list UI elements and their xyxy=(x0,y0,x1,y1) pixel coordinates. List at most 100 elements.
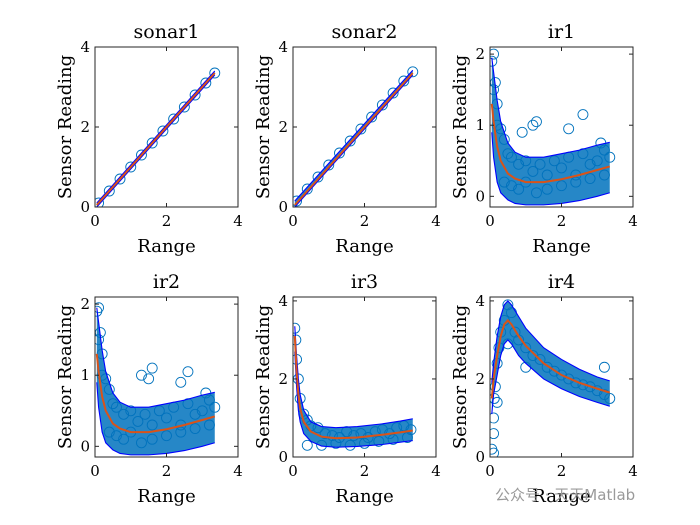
data-point xyxy=(527,350,539,361)
subplot-ir3: 0 2 4 0 2 4 ir3 Range Sensor Reading xyxy=(253,271,441,507)
x-tick-label: 2 xyxy=(557,212,567,230)
scatter-band xyxy=(491,300,610,415)
data-point xyxy=(509,326,521,338)
data-point xyxy=(132,415,144,427)
data-point xyxy=(182,366,194,378)
data-point xyxy=(498,133,510,145)
x-tick-label: 0 xyxy=(288,212,298,230)
plot-area xyxy=(95,302,221,456)
data-point xyxy=(323,159,335,171)
upper-bound-line xyxy=(294,326,413,429)
data-point xyxy=(591,155,603,167)
y-tick-label: 0 xyxy=(475,448,485,466)
data-point xyxy=(136,369,147,381)
x-tick-label: 0 xyxy=(485,462,495,480)
plot-area xyxy=(95,67,221,207)
lower-bound-line xyxy=(96,382,215,456)
data-point xyxy=(495,123,507,135)
data-point xyxy=(355,428,367,440)
data-point xyxy=(506,151,517,163)
data-point xyxy=(203,419,215,431)
data-point xyxy=(598,361,610,373)
data-point xyxy=(178,101,190,113)
plot-area xyxy=(490,299,616,457)
data-point xyxy=(348,430,360,441)
data-point xyxy=(490,55,498,67)
data-point xyxy=(139,408,151,420)
data-point xyxy=(520,155,532,167)
x-axis-label: Range xyxy=(532,486,590,507)
mean-line xyxy=(294,72,414,206)
data-point xyxy=(103,426,115,438)
data-point xyxy=(556,162,567,174)
y-axis-label: Sensor Reading xyxy=(253,305,274,449)
x-tick-label: 2 xyxy=(557,462,567,480)
data-point xyxy=(502,338,514,350)
data-point xyxy=(584,381,596,393)
upper-bound-line xyxy=(491,300,610,383)
data-point xyxy=(143,373,155,385)
data-point xyxy=(577,109,589,121)
plot-area xyxy=(490,48,616,206)
data-point xyxy=(387,433,399,445)
data-point xyxy=(520,342,532,354)
data-point xyxy=(369,426,381,438)
data-point xyxy=(125,405,137,417)
x-tick-label: 4 xyxy=(628,462,638,480)
data-point xyxy=(498,176,510,188)
data-point xyxy=(527,165,539,177)
data-point xyxy=(355,123,367,135)
y-tick-label: 4 xyxy=(80,38,90,56)
data-point xyxy=(563,373,575,385)
data-point xyxy=(301,183,313,195)
data-point xyxy=(344,135,356,147)
data-point xyxy=(556,369,567,381)
lower-bound-line xyxy=(491,339,610,415)
data-point xyxy=(491,396,503,408)
data-point xyxy=(531,187,542,199)
data-point xyxy=(604,393,616,404)
subplot-ir2: 0 2 4 0 1 2 ir2 Range Sensor Reading xyxy=(55,271,243,507)
lower-bound-line xyxy=(491,132,610,206)
y-tick-label: 4 xyxy=(475,292,485,310)
data-point xyxy=(146,433,158,445)
x-axis-label: Range xyxy=(532,236,590,257)
data-point xyxy=(189,408,201,420)
x-axis-label: Range xyxy=(137,486,195,507)
subplot-title: sonar1 xyxy=(134,21,200,43)
x-tick-label: 4 xyxy=(628,212,638,230)
data-point xyxy=(95,334,105,346)
data-point xyxy=(203,394,215,406)
data-point xyxy=(534,158,546,170)
data-point xyxy=(114,173,126,185)
y-tick-label: 0 xyxy=(80,437,90,455)
data-point xyxy=(103,383,115,395)
data-point xyxy=(502,299,514,311)
data-point xyxy=(490,447,500,457)
data-point xyxy=(506,180,517,192)
y-axis-label: Sensor Reading xyxy=(450,305,471,449)
subplot-title: ir2 xyxy=(153,271,180,293)
data-point xyxy=(146,137,158,149)
plot-area xyxy=(293,322,417,451)
y-tick-label: 2 xyxy=(80,118,90,136)
subplot-ir4: 0 2 4 0 2 4 ir4 Range Sensor Reading xyxy=(450,271,638,507)
mean-line xyxy=(293,335,413,440)
data-point xyxy=(513,158,525,170)
data-point xyxy=(401,432,413,443)
data-point xyxy=(541,361,553,373)
data-point xyxy=(110,430,122,442)
x-tick-label: 2 xyxy=(162,462,172,480)
data-point xyxy=(118,433,130,445)
data-point xyxy=(405,424,417,436)
data-point xyxy=(136,149,147,161)
upper-bound-line xyxy=(294,69,414,202)
y-axis-label: Sensor Reading xyxy=(55,305,76,449)
data-point xyxy=(334,147,345,159)
data-point xyxy=(312,422,324,434)
data-point xyxy=(376,99,388,111)
x-axis-label: Range xyxy=(335,486,393,507)
data-point xyxy=(175,426,187,438)
data-point xyxy=(146,362,158,374)
mean-line xyxy=(95,353,216,434)
